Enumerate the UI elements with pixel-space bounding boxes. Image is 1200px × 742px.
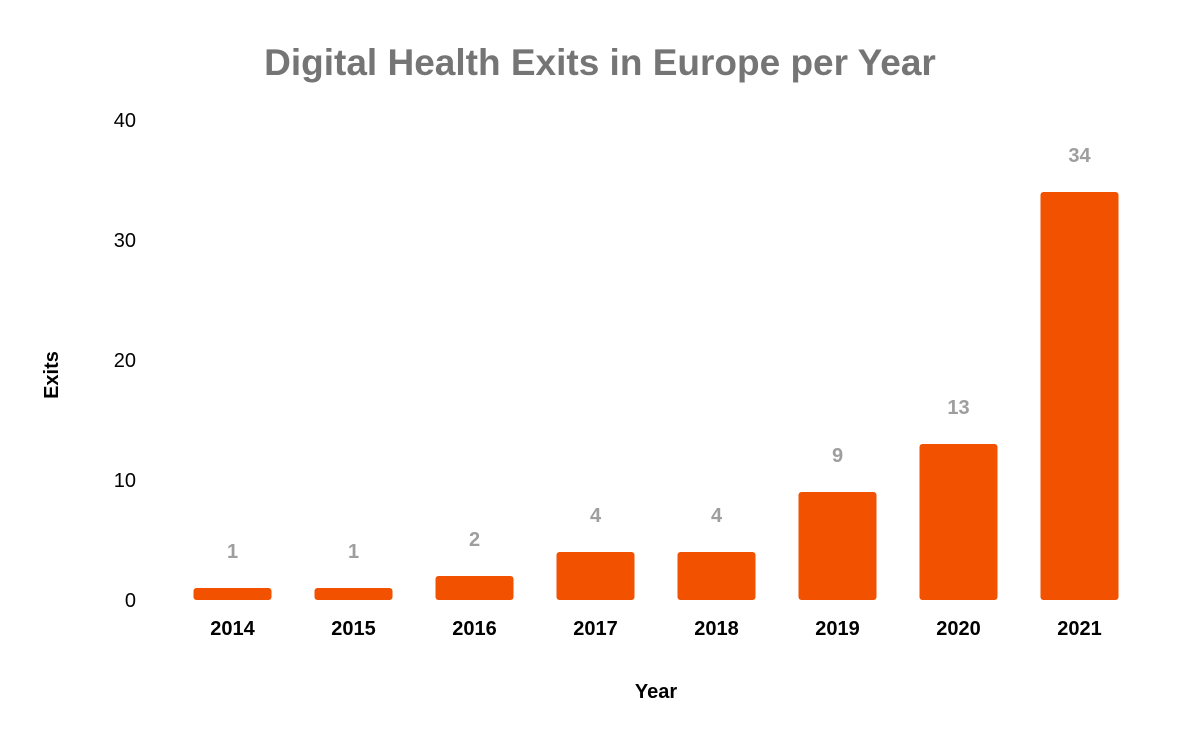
x-tick-label-2021: 2021 (1057, 618, 1102, 640)
y-tick-label: 40 (114, 110, 136, 132)
data-label-2020: 13 (947, 397, 969, 419)
y-axis-ticks: 0 10 20 30 40 (114, 110, 136, 612)
data-label-2018: 4 (711, 505, 723, 527)
x-tick-label-2015: 2015 (331, 618, 376, 640)
y-tick-label: 30 (114, 230, 136, 252)
data-label-2014: 1 (227, 541, 238, 563)
y-tick-label: 0 (125, 590, 136, 612)
bar-2016 (435, 576, 514, 600)
y-axis-label: Exits (41, 351, 63, 399)
bar-2019 (798, 492, 877, 600)
x-tick-label-2014: 2014 (210, 618, 255, 640)
data-label-2015: 1 (348, 541, 359, 563)
x-axis-ticks: 2014 2015 2016 2017 2018 2019 2020 2021 (210, 618, 1102, 640)
y-tick-label: 20 (114, 350, 136, 372)
bar-2018 (677, 552, 756, 600)
data-label-2017: 4 (590, 505, 602, 527)
x-tick-label-2018: 2018 (694, 618, 739, 640)
bar-2020 (919, 444, 998, 600)
x-tick-label-2017: 2017 (573, 618, 618, 640)
x-tick-label-2019: 2019 (815, 618, 860, 640)
bars (193, 192, 1119, 600)
x-axis-label: Year (635, 681, 677, 703)
data-label-2016: 2 (469, 529, 480, 551)
data-labels: 1 1 2 4 4 9 13 34 (227, 145, 1092, 563)
bar-2014 (193, 588, 272, 600)
data-label-2019: 9 (832, 445, 843, 467)
chart-title: Digital Health Exits in Europe per Year (264, 42, 936, 83)
y-tick-label: 10 (114, 470, 136, 492)
x-tick-label-2020: 2020 (936, 618, 981, 640)
bar-2021 (1040, 192, 1119, 600)
data-label-2021: 34 (1068, 145, 1091, 167)
bar-2015 (314, 588, 393, 600)
x-tick-label-2016: 2016 (452, 618, 497, 640)
bar-2017 (556, 552, 635, 600)
